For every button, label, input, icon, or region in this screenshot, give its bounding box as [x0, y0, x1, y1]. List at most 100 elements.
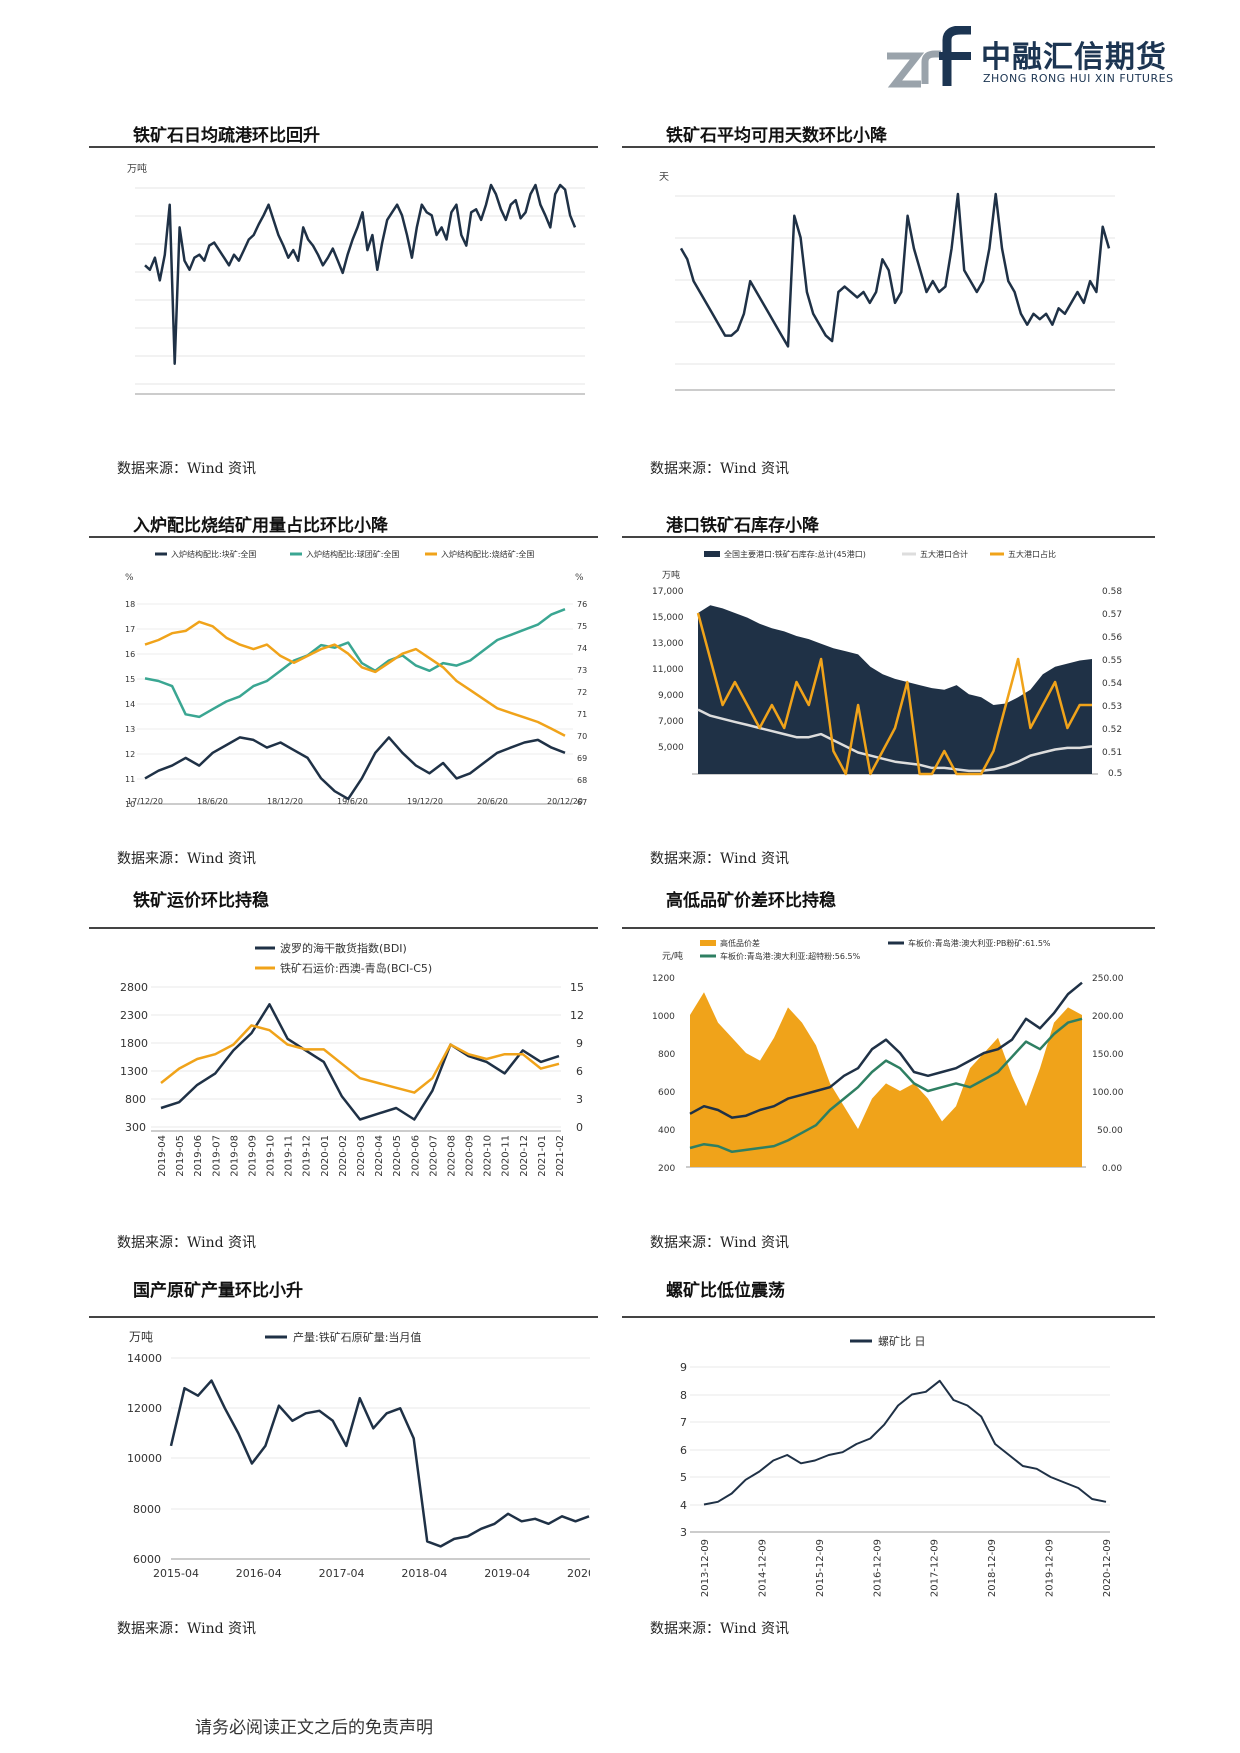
source-note: 数据来源：Wind 资讯	[650, 1235, 790, 1251]
x-tick-label: 2018-04	[401, 1567, 447, 1580]
legend-label: 车板价:青岛港:澳大利亚:PB粉矿:61.5%	[908, 938, 1051, 948]
x-tick-label: 2020-07	[428, 1135, 439, 1177]
svg-text:17,000: 17,000	[652, 587, 684, 597]
svg-text:9: 9	[680, 1361, 687, 1374]
x-tick-label: 2019-07	[211, 1135, 222, 1177]
x-tick-label: 2020-04	[567, 1567, 590, 1580]
legend-label: 五大港口合计	[920, 549, 968, 559]
svg-text:0.55: 0.55	[1102, 656, 1122, 666]
x-tick-label: 2020-01	[320, 1135, 331, 1177]
source-note: 数据来源：Wind 资讯	[650, 461, 790, 477]
svg-text:72: 72	[577, 688, 587, 697]
svg-text:73: 73	[577, 666, 587, 675]
logo-en-text: ZHONG RONG HUI XIN FUTURES	[983, 72, 1174, 85]
svg-text:7: 7	[680, 1416, 687, 1429]
x-tick-label: 2015-12-09	[815, 1539, 826, 1597]
series-line	[144, 608, 566, 719]
svg-text:8000: 8000	[133, 1503, 161, 1516]
y-unit-left: %	[125, 573, 134, 583]
svg-text:7,000: 7,000	[658, 717, 684, 727]
svg-text:0.57: 0.57	[1102, 610, 1122, 620]
chart-6: 高低品价差 车板价:青岛港:澳大利亚:PB粉矿:61.5% 车板价:青岛港:澳大…	[652, 938, 1124, 1174]
legend-label: 车板价:青岛港:澳大利亚:超特粉:56.5%	[720, 951, 861, 961]
chart-2: 天	[659, 172, 1115, 391]
legend-label: 全国主要港口:铁矿石库存:总计(45港口)	[724, 549, 866, 559]
svg-text:3: 3	[576, 1093, 583, 1106]
svg-text:9,000: 9,000	[658, 691, 684, 701]
divider	[622, 927, 1155, 929]
legend-label: 入炉结构配比:烧结矿:全国	[441, 549, 534, 559]
svg-text:300: 300	[125, 1121, 146, 1134]
y-unit-left: 元/吨	[662, 950, 683, 962]
logo-mark-icon	[887, 26, 971, 88]
series-line	[144, 736, 566, 801]
chart-8: 螺矿比 日 9 8 7 6 5 4 3 2013-12-09 2014-12-09 2015-…	[680, 1335, 1113, 1597]
series-line	[703, 1379, 1107, 1506]
x-tick-label: 20/6/20	[477, 797, 508, 806]
x-tick-label: 2021-02	[555, 1135, 566, 1177]
svg-text:76: 76	[577, 600, 587, 609]
x-tick-label: 2018-12-09	[987, 1539, 998, 1597]
svg-text:5: 5	[680, 1471, 687, 1484]
x-tick-label: 2015-04	[153, 1567, 199, 1580]
source-note: 数据来源：Wind 资讯	[117, 1621, 257, 1637]
legend-label: 入炉结构配比:块矿:全国	[171, 549, 256, 559]
svg-text:6: 6	[576, 1065, 583, 1078]
divider	[89, 146, 598, 148]
x-tick-label: 2013-12-09	[700, 1539, 711, 1597]
svg-text:13,000: 13,000	[652, 639, 684, 649]
svg-text:400: 400	[658, 1126, 675, 1136]
series-area	[698, 605, 1092, 774]
svg-text:50.00: 50.00	[1097, 1126, 1123, 1136]
x-tick-label: 2020-05	[392, 1135, 403, 1177]
chart-5: 波罗的海干散货指数(BDI) 铁矿石运价:西澳-青岛(BCI-C5) 2800 2…	[120, 941, 584, 1177]
legend-label: 螺矿比 日	[878, 1335, 926, 1348]
x-tick-label: 2017-12-09	[930, 1539, 941, 1597]
series-line	[169, 1379, 590, 1548]
svg-text:1800: 1800	[120, 1037, 148, 1050]
svg-text:15,000: 15,000	[652, 613, 684, 623]
series-line	[160, 1003, 560, 1121]
x-tick-label: 2019-11	[284, 1135, 295, 1177]
svg-text:15: 15	[125, 675, 135, 684]
chart-title-5: 铁矿运价环比持稳	[133, 891, 269, 911]
series-line	[689, 1017, 1083, 1154]
svg-text:10: 10	[125, 800, 135, 809]
x-tick-label: 2016-12-09	[872, 1539, 883, 1597]
svg-text:12: 12	[125, 750, 135, 759]
svg-text:12000: 12000	[127, 1402, 162, 1415]
x-tick-label: 2019-12	[302, 1135, 313, 1177]
y-unit-label: 万吨	[127, 162, 147, 175]
svg-text:0: 0	[576, 1121, 583, 1134]
divider	[89, 1316, 598, 1318]
x-tick-label: 2014-12-09	[757, 1539, 768, 1597]
svg-text:0.54: 0.54	[1102, 679, 1122, 689]
svg-text:0.00: 0.00	[1102, 1164, 1122, 1174]
x-tick-label: 18/12/20	[267, 797, 303, 806]
series-line	[160, 1024, 560, 1094]
x-tick-label: 2020-12	[519, 1135, 530, 1177]
x-tick-label: 2020-04	[374, 1135, 385, 1177]
x-tick-label: 2017-04	[319, 1567, 365, 1580]
legend-label: 入炉结构配比:球团矿:全国	[306, 549, 399, 559]
source-note: 数据来源：Wind 资讯	[650, 1621, 790, 1637]
x-tick-label: 20/12/20	[547, 797, 583, 806]
chart-title-4: 港口铁矿石库存小降	[666, 516, 819, 536]
svg-text:6: 6	[680, 1444, 687, 1457]
chart-title-1: 铁矿石日均疏港环比回升	[133, 126, 320, 146]
svg-text:1300: 1300	[120, 1065, 148, 1078]
x-tick-label: 2019-04	[484, 1567, 530, 1580]
x-tick-label: 2020-08	[446, 1135, 457, 1177]
x-tick-label: 19/12/20	[407, 797, 443, 806]
series-line	[696, 612, 1092, 776]
disclaimer-footer: 请务必阅读正文之后的免责声明	[195, 1718, 433, 1738]
chart-4: 全国主要港口:铁矿石库存:总计(45港口) 五大港口合计 五大港口占比 万吨 1…	[652, 549, 1122, 779]
x-tick-label: 17/12/20	[127, 797, 163, 806]
svg-text:3: 3	[680, 1526, 687, 1539]
svg-text:16: 16	[125, 650, 135, 659]
logo-cn-text: 中融汇信期货	[981, 40, 1167, 75]
svg-text:600: 600	[658, 1088, 675, 1098]
divider	[622, 1316, 1155, 1318]
chart-3: 入炉结构配比:块矿:全国 入炉结构配比:球团矿:全国 入炉结构配比:烧结矿:全国…	[125, 549, 587, 809]
svg-text:4: 4	[680, 1499, 687, 1512]
